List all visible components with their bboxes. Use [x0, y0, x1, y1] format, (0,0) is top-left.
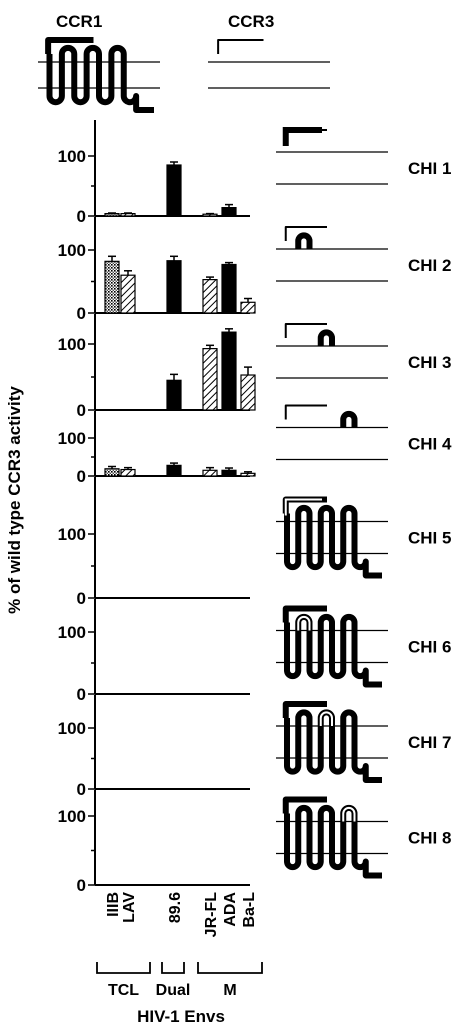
chart-panels: 0 100 CHI 1 0 100 CHI 2 0 100 CHI 3 0 100 CHI 4 0 100… [58, 120, 452, 895]
panel-chi-7: 0 100 CHI 7 [58, 695, 451, 799]
bar-ada [221, 469, 237, 477]
x-tick-label: 89.6 [167, 892, 184, 923]
chimera-icon [276, 404, 388, 485]
y-tick-label: 100 [58, 525, 86, 544]
panel-chi-3: 0 100 CHI 3 [58, 314, 451, 420]
panel-chi-1: 0 100 CHI 1 [58, 120, 451, 226]
panel-chi-8: 0 100 CHI 8 [58, 790, 451, 895]
bar-jr-fl [202, 348, 218, 411]
chimera-icon [276, 496, 388, 579]
y-tick-label: 100 [58, 807, 86, 826]
bar-89-6 [166, 164, 182, 217]
chimera-icon [276, 127, 388, 209]
panel-chi-4: 0 100 CHI 4 [58, 404, 452, 486]
group-bracket [197, 962, 263, 974]
group-label: M [223, 982, 236, 999]
bar-lav [120, 468, 136, 477]
x-tick-label: LAV [121, 892, 138, 923]
bar-lav [120, 213, 136, 217]
chimera-label: CHI 6 [408, 638, 451, 657]
group-label: TCL [108, 982, 139, 999]
panel-chi-6: 0 100 CHI 6 [58, 599, 451, 704]
y-tick-label: 0 [77, 467, 86, 486]
chimera-icon [276, 226, 388, 306]
bar-iiib [104, 468, 120, 477]
y-tick-label: 100 [58, 719, 86, 738]
bar-ba-l [240, 472, 256, 477]
bar-lav [120, 274, 136, 314]
bar-jr-fl [202, 213, 218, 217]
y-tick-label: 0 [77, 780, 86, 799]
y-tick-label: 100 [58, 241, 86, 260]
panel-chi-2: 0 100 CHI 2 [58, 217, 451, 323]
receptor-legend: CCR1 CCR3 [38, 12, 330, 113]
y-tick-label: 100 [58, 147, 86, 166]
y-tick-label: 0 [77, 876, 86, 895]
y-tick-label: 0 [77, 589, 86, 608]
chimera-label: CHI 7 [408, 733, 451, 752]
x-category-labels: IIIB LAV 89.6 JR-FL ADA Ba-L [105, 892, 258, 938]
bar-ada [221, 263, 237, 314]
y-tick-label: 0 [77, 207, 86, 226]
bar-ba-l [240, 374, 256, 411]
bar-ada [221, 331, 237, 411]
chimera-label: CHI 5 [408, 529, 451, 548]
x-tick-label: JR-FL [203, 892, 220, 938]
bar-ba-l [240, 301, 256, 314]
bar-89-6 [166, 379, 182, 411]
bar-89-6 [166, 260, 182, 314]
y-tick-label: 0 [77, 304, 86, 323]
group-bracket [161, 962, 185, 974]
chimera-label: CHI 4 [408, 435, 452, 454]
chimera-icon [276, 796, 388, 879]
bar-iiib [104, 260, 120, 314]
x-tick-label: IIIB [105, 892, 122, 917]
group-bracket [96, 962, 151, 974]
chimera-icon [276, 323, 388, 403]
ccr1-label: CCR1 [56, 12, 102, 31]
x-tick-label: Ba-L [241, 892, 258, 928]
bar-ada [221, 207, 237, 217]
bar-jr-fl [202, 279, 218, 314]
panel-chi-5: 0 100 CHI 5 [58, 477, 451, 608]
bar-jr-fl [202, 469, 218, 477]
bar-89-6 [166, 464, 182, 477]
ccr1-receptor-icon [38, 37, 160, 113]
bar-iiib [104, 213, 120, 217]
ccr3-label: CCR3 [228, 12, 274, 31]
y-tick-label: 100 [58, 429, 86, 448]
y-tick-label: 0 [77, 685, 86, 704]
chimera-label: CHI 3 [408, 353, 451, 372]
y-tick-label: 0 [77, 401, 86, 420]
y-axis-label: % of wild type CCR3 activity [5, 386, 24, 614]
group-label: Dual [156, 982, 191, 999]
chimera-label: CHI 1 [408, 159, 451, 178]
y-tick-label: 100 [58, 335, 86, 354]
x-tick-label: ADA [222, 892, 239, 927]
ccr3-receptor-icon [208, 39, 330, 113]
y-tick-label: 100 [58, 623, 86, 642]
chimera-label: CHI 2 [408, 256, 451, 275]
chimera-icon [276, 605, 388, 688]
chimera-label: CHI 8 [408, 829, 451, 848]
env-group-brackets: TCL Dual M [96, 962, 263, 999]
x-axis-title: HIV-1 Envs [137, 1007, 225, 1026]
chimera-icon [276, 701, 388, 783]
